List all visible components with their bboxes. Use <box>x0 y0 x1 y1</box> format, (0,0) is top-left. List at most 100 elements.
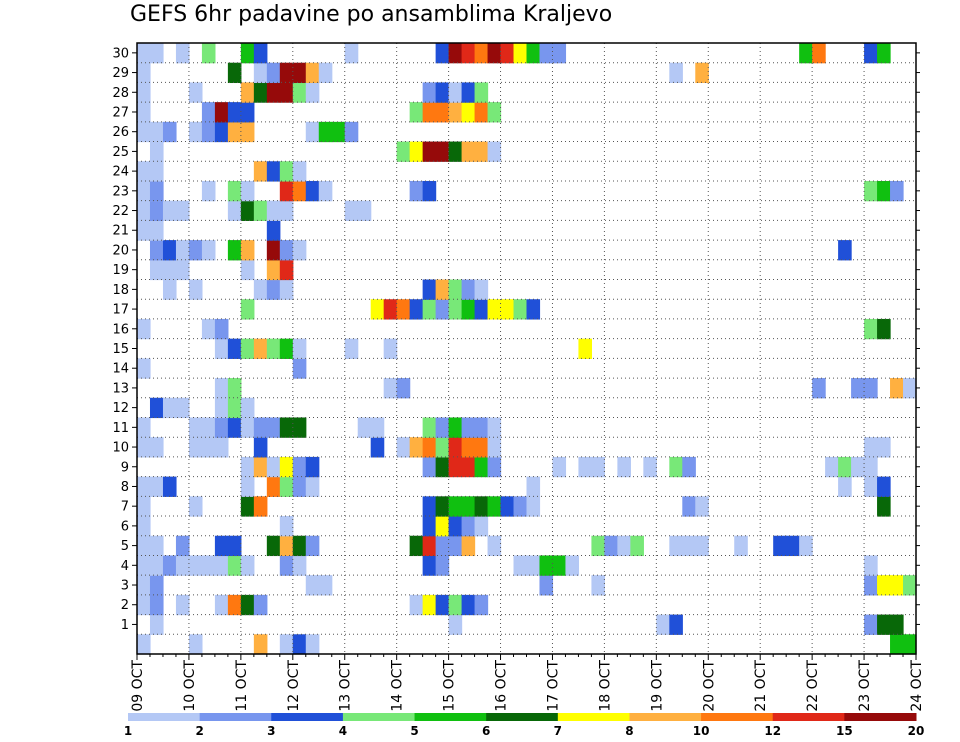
heatmap-cell <box>877 43 891 64</box>
colorbar-swatch <box>199 713 272 721</box>
heatmap-cell <box>435 456 450 478</box>
colorbar-label: 15 <box>836 724 853 738</box>
heatmap-cell <box>279 240 294 261</box>
colorbar-label: 7 <box>554 724 562 738</box>
heatmap-cell <box>188 555 203 576</box>
heatmap-cell <box>448 82 463 103</box>
heatmap-cell <box>435 299 450 320</box>
heatmap-cell <box>214 417 229 438</box>
heatmap-cell <box>162 397 177 419</box>
heatmap-cell <box>279 62 294 84</box>
heatmap-cell <box>292 338 307 359</box>
heatmap-cell <box>500 43 515 64</box>
heatmap-cell <box>137 62 151 84</box>
heatmap-cell <box>838 476 852 497</box>
heatmap-cell <box>137 200 151 221</box>
y-tick-label: 28 <box>112 86 129 101</box>
heatmap-cell <box>474 456 489 478</box>
heatmap-cell <box>591 575 605 596</box>
y-tick-label: 20 <box>112 243 129 258</box>
heatmap-cell <box>461 496 476 517</box>
heatmap-cell <box>448 43 463 64</box>
heatmap-cell <box>266 161 281 182</box>
heatmap-cell <box>240 43 255 64</box>
colorbar-label: 10 <box>693 724 710 738</box>
heatmap-cell <box>331 121 346 143</box>
heatmap-cell <box>253 417 268 438</box>
heatmap-cell <box>175 397 190 419</box>
heatmap-cell <box>448 437 463 458</box>
x-tick-label: 16 OCT <box>494 660 510 712</box>
heatmap-cell <box>279 279 294 300</box>
y-tick-label: 23 <box>112 184 129 199</box>
heatmap-cell <box>305 121 320 143</box>
heatmap-cell <box>422 141 437 162</box>
heatmap-cell <box>526 299 541 320</box>
heatmap-cell <box>461 102 476 123</box>
heatmap-cell <box>422 456 437 478</box>
heatmap-cell <box>240 496 255 517</box>
y-tick-label: 1 <box>121 618 129 633</box>
heatmap-cell <box>214 338 229 359</box>
x-tick-label: 19 OCT <box>649 660 665 712</box>
y-tick-label: 27 <box>112 105 129 120</box>
y-tick-label: 12 <box>112 401 129 416</box>
heatmap-cell <box>279 417 294 438</box>
heatmap-cell <box>292 634 307 655</box>
heatmap-cell <box>461 417 476 438</box>
heatmap-cell <box>149 240 164 261</box>
heatmap-cell <box>227 417 242 438</box>
heatmap-cell <box>253 338 268 359</box>
heatmap-cell <box>253 496 268 517</box>
y-tick-label: 14 <box>112 362 129 377</box>
heatmap-cell <box>188 417 203 438</box>
heatmap-cell <box>240 338 255 359</box>
heatmap-cell <box>656 614 670 635</box>
heatmap-cell <box>214 437 229 458</box>
heatmap-cell <box>474 437 489 458</box>
heatmap-cell <box>175 200 190 221</box>
heatmap-cell <box>305 476 320 497</box>
heatmap-cell <box>305 62 320 84</box>
heatmap-cell <box>435 594 450 616</box>
y-tick-label: 22 <box>112 204 129 219</box>
heatmap-cell <box>266 200 281 221</box>
heatmap-cell <box>318 121 333 143</box>
heatmap-cell <box>266 338 281 359</box>
heatmap-cell <box>370 417 385 438</box>
heatmap-cell <box>552 456 567 478</box>
heatmap-cell <box>318 62 333 84</box>
heatmap-cell <box>137 318 151 340</box>
y-tick-label: 26 <box>112 125 129 140</box>
heatmap-cell <box>137 555 151 576</box>
heatmap-cell <box>812 378 826 399</box>
heatmap-cell <box>682 535 696 557</box>
heatmap-cell <box>279 259 294 281</box>
heatmap-cell <box>864 318 878 340</box>
heatmap-cell <box>448 594 463 616</box>
heatmap-cell <box>409 535 424 557</box>
heatmap-cell <box>266 259 281 281</box>
heatmap-cell <box>279 200 294 221</box>
heatmap-cell <box>877 496 891 517</box>
heatmap-cell <box>162 200 177 221</box>
heatmap-cell <box>149 220 164 241</box>
heatmap-cell <box>137 575 151 596</box>
heatmap-cell <box>435 555 450 576</box>
heatmap-cell <box>513 43 528 64</box>
heatmap-cell <box>227 240 242 261</box>
heatmap-cell <box>643 456 657 478</box>
heatmap-cell <box>214 535 229 557</box>
heatmap-cell <box>253 200 268 221</box>
heatmap-cell <box>188 121 203 143</box>
heatmap-cell <box>253 62 268 84</box>
heatmap-cell <box>877 476 891 497</box>
heatmap-cell <box>487 299 502 320</box>
heatmap-cell <box>292 82 307 103</box>
heatmap-cell <box>695 62 709 84</box>
colorbar-swatch <box>844 713 917 721</box>
heatmap-cell <box>292 161 307 182</box>
heatmap-cell <box>227 102 242 123</box>
heatmap-cell <box>799 535 813 557</box>
